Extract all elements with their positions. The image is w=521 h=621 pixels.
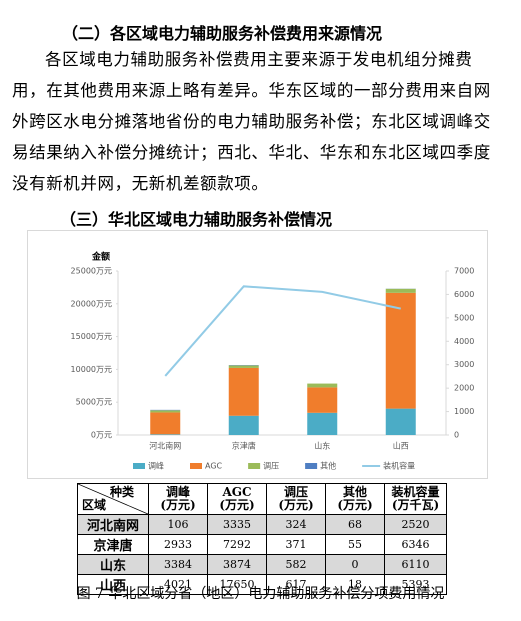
y2-tick-label: 7000 — [454, 267, 474, 276]
table-cell: 3874 — [207, 554, 267, 575]
bar-segment — [385, 408, 416, 435]
row-label: 山东 — [77, 554, 149, 575]
table-cell: 2933 — [148, 534, 208, 555]
legend-label: 装机容量 — [383, 461, 415, 471]
table-cell: 582 — [266, 554, 326, 575]
table-cell: 7292 — [207, 534, 267, 555]
column-header: 调压 (万元) — [266, 483, 326, 515]
column-name: 装机容量 — [391, 485, 440, 499]
table-cell: 3335 — [207, 514, 267, 535]
bar-segment — [307, 412, 338, 435]
legend-swatch — [248, 463, 261, 469]
table-cell: 6110 — [384, 554, 447, 575]
legend-label: 调峰 — [148, 461, 164, 471]
table-row: 河北南网 106 3335 324 68 2520 — [77, 514, 447, 535]
column-name: 其他 — [342, 485, 367, 499]
column-header: 装机容量 (万千瓦) — [384, 483, 447, 515]
y-tick-label: 20000万元 — [71, 299, 112, 308]
table-cell: 617 — [266, 574, 326, 595]
column-unit: (万元) — [337, 498, 373, 512]
column-unit: (万元) — [278, 498, 314, 512]
bar-segment — [150, 412, 181, 435]
table-cell: 17650 — [207, 574, 267, 595]
bar-segment — [385, 292, 416, 409]
column-header: 其他 (万元) — [325, 483, 385, 515]
y2-tick-label: 4000 — [454, 337, 474, 346]
column-unit: (万元) — [219, 498, 255, 512]
corner-bottom: 区域 — [82, 498, 107, 512]
column-name: 调压 — [283, 485, 308, 499]
column-name: AGC — [222, 485, 252, 499]
legend-swatch — [190, 463, 202, 469]
bar-segment — [307, 383, 338, 388]
heading: （三）华北区域电力辅助服务补偿情况 — [60, 210, 333, 229]
table-cell: 324 — [266, 514, 326, 535]
table-cell: 55 — [325, 534, 385, 555]
table-cell: 3384 — [148, 554, 208, 575]
column-unit: (万千瓦) — [391, 498, 440, 512]
column-name: 调峰 — [165, 485, 190, 499]
row-label: 京津唐 — [77, 534, 149, 555]
bar-segment — [307, 387, 338, 413]
bar-segment — [228, 415, 259, 435]
diagonal — [78, 484, 148, 514]
y2-tick-label: 6000 — [454, 290, 474, 299]
line — [164, 285, 401, 377]
legend-label: 其他 — [320, 461, 336, 471]
table-cell: 2520 — [384, 514, 447, 535]
y2-tick-label: 2000 — [454, 384, 474, 393]
table-cell: 0 — [325, 554, 385, 575]
y-tick-label: 10000万元 — [71, 365, 112, 374]
y-tick-label: 15000万元 — [71, 332, 112, 341]
legend-swatch — [133, 463, 145, 469]
caption: 图 7 华北区域分省（地区）电力辅助服务补偿分项费用情况 — [76, 586, 445, 602]
legend-label: AGC — [205, 462, 223, 471]
table-cell: 371 — [266, 534, 326, 555]
bar-segment — [228, 365, 259, 368]
x-tick-label: 京津唐 — [232, 441, 256, 451]
bar-segment — [228, 367, 259, 416]
table-row: 京津唐 2933 7292 371 55 6346 — [77, 534, 447, 555]
table-cell: 6346 — [384, 534, 447, 555]
bar-segment — [150, 434, 181, 435]
column-unit: (万元) — [160, 498, 196, 512]
table-cell: 4021 — [148, 574, 208, 595]
y-tick-label: 0万元 — [91, 431, 112, 440]
bar-segment — [150, 410, 181, 413]
y-tick-label: 5000万元 — [76, 398, 112, 407]
corner-cell: 种类 区域 — [77, 483, 149, 515]
paragraph: 各区域电力辅助服务补偿费用主要来源于发电机组分摊费用，在其他费用来源上略有差异。… — [12, 50, 491, 193]
x-tick-label: 山西 — [393, 441, 409, 451]
table-cell: 68 — [325, 514, 385, 535]
x-tick-label: 山东 — [314, 441, 330, 451]
corner-top: 种类 — [109, 485, 134, 499]
row-label: 河北南网 — [77, 514, 149, 535]
y2-tick-label: 0 — [454, 431, 459, 440]
column-header: AGC (万元) — [207, 483, 267, 515]
table-row: 山东 3384 3874 582 0 6110 — [77, 554, 447, 575]
y-tick-label: 25000万元 — [71, 267, 112, 276]
table-cell: 106 — [148, 514, 208, 535]
column-header: 调峰 (万元) — [148, 483, 208, 515]
y2-tick-label: 1000 — [454, 407, 474, 416]
legend-swatch — [305, 463, 318, 469]
axis-title: 金额 — [91, 251, 110, 263]
x-tick-label: 河北南网 — [149, 441, 181, 451]
legend-label: 调压 — [263, 462, 279, 471]
bar-segment — [385, 288, 416, 293]
table-row: 山西 4021 17650 617 18 5393 — [77, 574, 447, 595]
y2-tick-label: 5000 — [454, 313, 474, 322]
y2-tick-label: 3000 — [454, 360, 474, 369]
table-cell: 5393 — [384, 574, 447, 595]
heading: （二）各区域电力辅助服务补偿费用来源情况 — [62, 24, 383, 43]
data-table: 种类 区域 调峰 (万元) AGC (万元) 调压 (万元) 其他 (万元) 装机容量 (万千瓦)… — [77, 483, 447, 595]
